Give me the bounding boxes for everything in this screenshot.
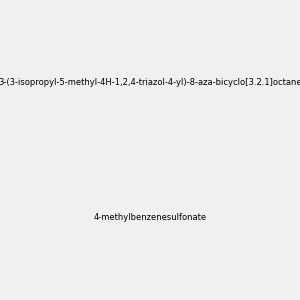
Text: 4-methylbenzenesulfonate: 4-methylbenzenesulfonate [93,213,207,222]
Text: 3-(3-isopropyl-5-methyl-4H-1,2,4-triazol-4-yl)-8-aza-bicyclo[3.2.1]octane: 3-(3-isopropyl-5-methyl-4H-1,2,4-triazol… [0,78,300,87]
